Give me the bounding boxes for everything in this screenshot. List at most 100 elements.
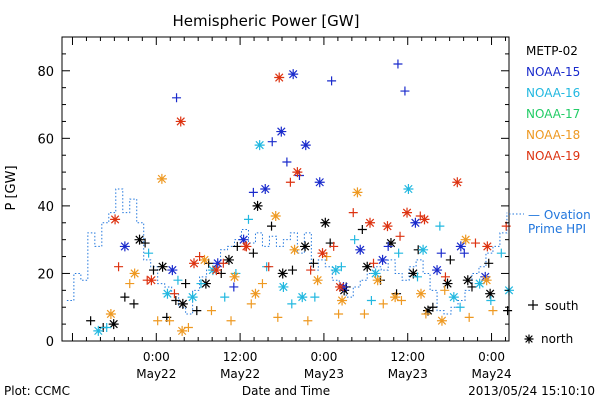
north-point <box>167 265 178 276</box>
south-point <box>206 306 216 316</box>
south-point <box>455 302 465 312</box>
north-point <box>390 292 401 303</box>
south-point <box>195 252 205 262</box>
south-point <box>267 221 277 231</box>
south-point <box>470 238 480 248</box>
north-point <box>314 177 325 188</box>
south-point <box>348 208 358 218</box>
south-point <box>467 282 477 292</box>
south-point <box>144 248 154 258</box>
north-point <box>362 261 373 272</box>
north-point <box>297 292 308 303</box>
south-point <box>173 275 183 285</box>
north-point <box>157 261 168 272</box>
north-point <box>442 278 453 289</box>
north-point <box>355 244 366 255</box>
south-point <box>327 76 337 86</box>
north-point <box>277 268 288 279</box>
south-point <box>120 292 130 302</box>
series-noaa-19 <box>110 72 511 299</box>
north-point <box>260 184 271 194</box>
north-point <box>448 292 459 303</box>
south-point <box>282 157 292 167</box>
north-point <box>200 278 211 289</box>
south-point <box>496 248 506 258</box>
north-point <box>402 207 413 218</box>
south-point <box>357 225 367 235</box>
chart-title: Hemispheric Power [GW] <box>173 12 360 30</box>
south-point <box>287 265 297 275</box>
south-point <box>153 316 163 326</box>
north-point <box>372 275 383 286</box>
north-point <box>199 254 210 265</box>
south-point <box>366 295 376 305</box>
north-point <box>460 234 471 245</box>
x-tick-time-label: 0:00 <box>310 350 337 364</box>
x-tick-date-label: May22 <box>136 367 176 381</box>
north-point <box>241 241 252 252</box>
north-point <box>223 254 234 265</box>
north-point <box>337 295 348 306</box>
north-point <box>474 278 485 289</box>
y-tick-label: 40 <box>37 200 54 215</box>
north-point <box>352 187 363 198</box>
south-point <box>148 265 158 275</box>
south-point <box>383 241 393 251</box>
south-point <box>257 279 267 289</box>
north-point <box>317 248 328 259</box>
north-point <box>108 319 119 330</box>
north-point <box>418 244 429 255</box>
x-tick-time-label: 0:00 <box>143 350 170 364</box>
south-point <box>273 312 283 322</box>
south-point <box>303 316 313 326</box>
north-point <box>481 275 492 286</box>
north-point <box>419 214 430 225</box>
south-point <box>181 279 191 289</box>
south-point <box>287 299 297 309</box>
legend-noaa-16: NOAA-16 <box>526 86 580 100</box>
y-tick-label: 80 <box>37 65 54 80</box>
north-point <box>187 292 198 303</box>
south-point <box>310 292 320 302</box>
north-point <box>292 167 303 178</box>
series-noaa-15 <box>119 59 491 292</box>
north-point <box>288 69 299 80</box>
axes-layer: 0 20 40 60 80 0:00 May22 12:00 May22 0:00 May23 12:… <box>37 36 512 381</box>
north-point <box>403 184 414 194</box>
south-point <box>306 265 316 275</box>
y-tick-label: 20 <box>37 267 54 282</box>
x-tick-time-label: 12:00 <box>390 350 425 364</box>
north-point <box>462 275 473 286</box>
y-tick-label: 60 <box>37 132 54 147</box>
x-tick-time-label: 0:00 <box>478 350 505 364</box>
legend-ovation-line1: — Ovation <box>528 208 591 222</box>
north-point <box>436 315 447 326</box>
north-point <box>238 234 249 245</box>
north-point <box>93 325 104 336</box>
legend-noaa-17: NOAA-17 <box>526 107 580 121</box>
south-point <box>350 235 360 245</box>
north-point <box>382 221 393 232</box>
y-tick-label: 0 <box>46 335 54 350</box>
north-point <box>105 308 116 319</box>
south-point <box>172 93 182 103</box>
legend-layer: METP-02 NOAA-15 NOAA-16 NOAA-17 NOAA-18 NOAA-… <box>509 44 591 346</box>
north-point <box>422 305 433 316</box>
legend-north-label: north <box>541 332 573 346</box>
north-point <box>432 265 443 276</box>
marker-layer <box>86 59 514 336</box>
footer-right: 2013/05/24 15:10:10 <box>468 384 595 398</box>
south-point <box>486 295 496 305</box>
south-point <box>192 306 202 316</box>
south-point <box>378 299 388 309</box>
x-tick-time-label: 12:00 <box>223 350 258 364</box>
south-point <box>440 285 450 295</box>
south-point <box>267 137 277 147</box>
south-point <box>226 316 236 326</box>
south-point <box>395 231 405 241</box>
south-point <box>464 312 474 322</box>
south-point <box>196 279 206 289</box>
x-tick-date-label: May23 <box>388 367 428 381</box>
